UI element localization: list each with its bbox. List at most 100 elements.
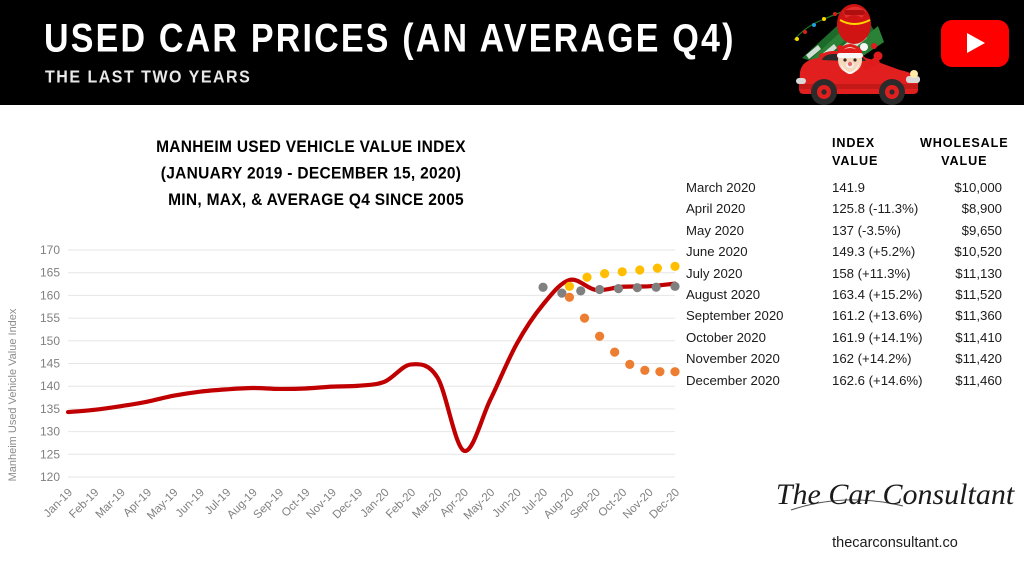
- series-dot: [557, 288, 567, 298]
- x-tick-label: Sep-20: [568, 487, 603, 522]
- y-tick-label: 155: [40, 311, 60, 325]
- table-header-row: INDEX VALUE WHOLESALE VALUE: [686, 134, 1020, 180]
- y-tick-label: 145: [40, 357, 60, 371]
- series-line-manheim-index: [65, 277, 678, 453]
- cell-wholesale-value: $11,420: [955, 351, 1002, 367]
- column-header-index-value: INDEX VALUE: [832, 136, 879, 168]
- cell-wholesale-value: $11,520: [955, 286, 1002, 302]
- series-dot: [594, 284, 605, 295]
- x-tick-label: Sep-19: [252, 487, 287, 522]
- x-tick-label: Mar-20: [410, 487, 444, 521]
- column-header-wholesale-value: WHOLESALE VALUE: [920, 136, 1009, 168]
- cell-wholesale-value: $11,460: [955, 372, 1002, 388]
- y-tick-label: 135: [40, 402, 60, 416]
- y-tick-label: 165: [40, 266, 60, 280]
- chart-y-axis-title: Manheim Used Vehicle Value Index: [7, 308, 19, 481]
- table-row: June 2020 149.3 (+5.2%) $10,520: [686, 244, 1020, 265]
- cell-wholesale-value: $8,900: [961, 201, 1002, 217]
- chart-title-line-3: MIN, MAX, & AVERAGE Q4 SINCE 2005: [168, 191, 464, 210]
- cell-index-value: 162.6 (+14.6%): [832, 372, 923, 388]
- cell-month: April 2020: [686, 201, 746, 217]
- series-dot: [652, 263, 663, 273]
- series-dot: [655, 367, 665, 377]
- series-dot: [582, 272, 592, 282]
- x-tick-label: Jun-19: [174, 487, 207, 520]
- table-row: September 2020 161.2 (+13.6%) $11,360: [686, 308, 1020, 329]
- cell-index-value: 125.8 (-11.3%): [832, 201, 919, 217]
- play-triangle-icon: [967, 33, 985, 53]
- page-title: USED CAR PRICES (AN AVERAGE Q4): [44, 16, 736, 61]
- cell-index-value: 161.2 (+13.6%): [832, 308, 923, 324]
- series-dot: [579, 313, 590, 323]
- table-row: August 2020 163.4 (+15.2%) $11,520: [686, 287, 1020, 308]
- x-tick-label: Mar-19: [94, 487, 128, 521]
- cell-month: September 2020: [686, 308, 784, 324]
- y-tick-label: 120: [40, 470, 60, 484]
- monthly-values-table: INDEX VALUE WHOLESALE VALUE March 2020 14…: [686, 134, 1020, 394]
- series-dot: [613, 283, 624, 294]
- series-dot: [625, 359, 635, 370]
- table-body: March 2020 141.9 $10,000 April 2020 125.8 (-…: [686, 180, 1020, 394]
- chart-y-tick-labels: 120 125 130 135 140 145 150 155 160 165 170: [40, 243, 60, 484]
- cell-month: November 2020: [686, 351, 780, 367]
- page-subtitle: THE LAST TWO YEARS: [45, 68, 252, 88]
- youtube-play-icon[interactable]: [941, 20, 1009, 67]
- cell-month: May 2020: [686, 222, 744, 238]
- series-dot: [610, 347, 620, 357]
- cell-month: July 2020: [686, 265, 743, 281]
- series-dot: [600, 269, 610, 279]
- series-dot: [670, 281, 680, 291]
- cell-index-value: 158 (+11.3%): [832, 265, 911, 281]
- cell-index-value: 141.9: [832, 180, 866, 195]
- santa-car-icon: [788, 0, 936, 110]
- cell-wholesale-value: $11,410: [955, 329, 1002, 345]
- cell-wholesale-value: $10,000: [954, 180, 1002, 195]
- line-chart: 120 125 130 135 140 145 150 155 160 165 170 Jan-19…: [0, 230, 700, 560]
- y-tick-label: 150: [40, 334, 60, 348]
- brand-logo-script: The Car Consultant: [775, 462, 1015, 524]
- y-tick-label: 160: [40, 288, 60, 302]
- cell-index-value: 149.3 (+5.2%): [832, 244, 916, 260]
- cell-wholesale-value: $9,650: [961, 222, 1002, 238]
- cell-index-value: 163.4 (+15.2%): [832, 286, 923, 302]
- cell-index-value: 162 (+14.2%): [832, 351, 912, 367]
- cell-wholesale-value: $11,360: [955, 308, 1002, 324]
- y-tick-label: 140: [40, 379, 60, 393]
- x-tick-label: Dec-20: [647, 487, 682, 522]
- table-row: December 2020 162.6 (+14.6%) $11,460: [686, 373, 1020, 394]
- table-row: July 2020 158 (+11.3%) $11,130: [686, 266, 1020, 287]
- series-dot: [564, 281, 575, 291]
- cell-index-value: 137 (-3.5%): [832, 222, 901, 238]
- series-dot: [617, 267, 627, 277]
- x-tick-label: Jun-20: [490, 487, 523, 520]
- series-dot: [576, 286, 586, 296]
- cell-month: August 2020: [686, 286, 761, 302]
- series-dot: [651, 282, 661, 292]
- cell-wholesale-value: $10,520: [954, 244, 1002, 260]
- series-dot: [635, 265, 645, 275]
- series-dot: [564, 292, 575, 302]
- chart-x-tick-labels: Jan-19Feb-19Mar-19Apr-19May-19Jun-19Jul-…: [42, 487, 682, 523]
- table-row: October 2020 161.9 (+14.1%) $11,410: [686, 330, 1020, 351]
- table-row: April 2020 125.8 (-11.3%) $8,900: [686, 201, 1020, 222]
- cell-month: March 2020: [686, 180, 756, 195]
- chart-title-line-2: (JANUARY 2019 - DECEMBER 15, 2020): [160, 164, 462, 183]
- series-dot: [670, 367, 680, 377]
- table-row: November 2020 162 (+14.2%) $11,420: [686, 351, 1020, 372]
- series-dot: [594, 331, 605, 341]
- series-dot: [640, 365, 650, 375]
- chart-gridlines: [68, 249, 675, 478]
- cell-index-value: 161.9 (+14.1%): [832, 329, 923, 345]
- series-dot: [538, 282, 548, 292]
- chart-title-line-1: MANHEIM USED VEHICLE VALUE INDEX: [156, 138, 466, 157]
- chart-series: [65, 261, 680, 453]
- series-dot: [632, 283, 642, 293]
- y-tick-label: 125: [40, 447, 60, 461]
- cell-month: June 2020: [686, 244, 748, 260]
- x-tick-label: Dec-19: [331, 487, 366, 522]
- y-tick-label: 170: [40, 243, 60, 257]
- table-row: May 2020 137 (-3.5%) $9,650: [686, 223, 1020, 244]
- cell-month: October 2020: [686, 329, 766, 345]
- brand-url: thecarconsultant.co: [832, 535, 958, 551]
